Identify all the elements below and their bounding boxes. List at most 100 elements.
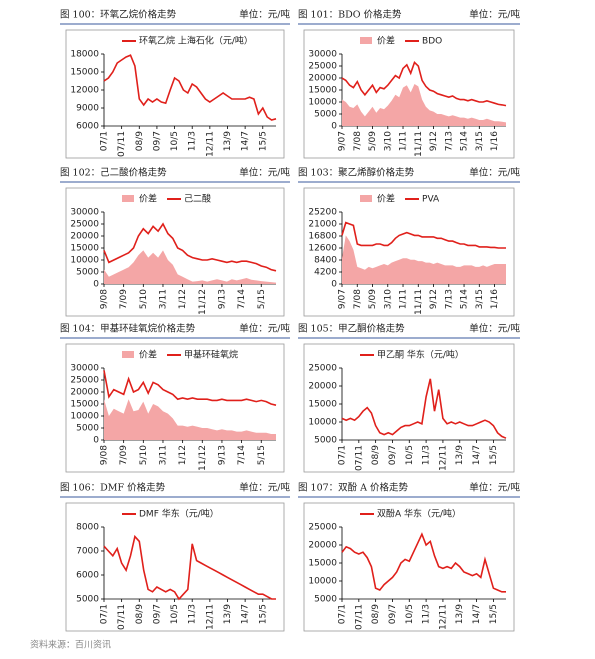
x-tick-label: 09/7 [388,604,398,624]
figure-caption: 图 100：环氧乙烷价格走势 [60,9,177,21]
x-tick-label: 9/13 [217,445,227,465]
x-tick-label: 12/11 [205,131,215,157]
x-tick-label: 11/3 [422,445,432,465]
legend-label: BDO [422,37,442,47]
source-note: 资料来源：百川资讯 [30,639,111,651]
x-tick-label: 10/5 [405,604,415,624]
legend-label: 双酚A 华东（元/吨） [377,508,461,520]
x-tick-label: 7/13 [444,131,454,151]
y-tick-label: 15000 [308,86,337,96]
y-tick-label: 7000 [76,547,99,557]
x-tick-label: 15/5 [258,604,268,624]
spread-area [104,399,276,440]
y-tick-label: 5000 [76,424,99,434]
x-tick-label: 9/08 [100,445,110,465]
x-tick-label: 09/7 [388,445,398,465]
figure-caption: 图 102：己二酸价格走势 [60,167,167,179]
x-tick-label: 13/9 [455,604,465,624]
x-tick-label: 11/12 [198,445,208,471]
x-tick-label: 9/12 [429,131,439,151]
x-tick-label: 07/1 [100,604,110,624]
legend-label: 价差 [139,193,157,205]
x-tick-label: 5/09 [368,131,378,151]
y-tick-label: 25000 [308,62,337,72]
chart-frame [303,343,515,473]
unit-label: 单位：元/吨 [239,9,290,21]
x-tick-label: 10/5 [405,445,415,465]
x-tick-label: 3/10 [383,289,393,309]
x-tick-label: 07/1 [100,131,110,151]
unit-label: 单位：元/吨 [469,9,520,21]
y-tick-label: 9000 [76,104,99,114]
y-tick-label: 8000 [76,523,99,533]
price-line [103,370,277,406]
unit-label: 单位：元/吨 [469,167,520,179]
y-tick-label: 5000 [76,595,99,605]
x-tick-label: 7/14 [237,289,247,309]
figure-caption: 图 107：双酚 A 价格走势 [298,482,409,494]
figure-caption: 图 106：DMF 价格走势 [60,482,166,494]
legend-label: 甲基环硅氧烷 [184,349,238,361]
legend-label: 价差 [377,35,395,47]
y-tick-label: 0 [93,436,99,446]
x-tick-label: 08/9 [135,131,145,151]
x-tick-label: 3/11 [158,289,168,309]
x-tick-label: 7/09 [119,445,129,465]
x-tick-label: 1/12 [178,289,188,309]
figure-caption: 图 104：甲基环硅氧烷价格走势 [60,323,196,335]
x-tick-label: 14/7 [472,604,482,624]
legend-swatch [360,195,372,202]
y-tick-label: 20000 [70,232,99,242]
y-tick-label: 10000 [70,412,99,422]
price-line [341,60,507,107]
y-tick-label: 10000 [308,418,337,428]
y-tick-label: 20000 [308,74,337,84]
x-tick-label: 07/11 [117,131,127,157]
spread-area [342,235,506,284]
x-tick-label: 5/15 [257,445,267,465]
y-tick-label: 10000 [308,577,337,587]
y-tick-label: 15000 [70,400,99,410]
y-tick-label: 30000 [70,208,99,218]
figure-caption: 图 105：甲乙酮价格走势 [298,323,405,335]
x-tick-label: 14/7 [241,604,251,624]
x-tick-label: 5/10 [139,445,149,465]
x-tick-label: 5/15 [257,289,267,309]
x-tick-label: 07/1 [338,445,348,465]
x-tick-label: 9/13 [217,289,227,309]
x-tick-label: 3/11 [158,445,168,465]
x-tick-label: 5/10 [139,289,149,309]
x-tick-label: 11/11 [414,289,424,315]
y-tick-label: 6000 [76,571,99,581]
x-tick-label: 08/9 [135,604,145,624]
x-tick-label: 07/1 [338,604,348,624]
y-tick-label: 12000 [70,86,99,96]
x-tick-label: 7/14 [237,445,247,465]
x-tick-label: 11/3 [422,604,432,624]
unit-label: 单位：元/吨 [469,482,520,494]
chart-frame [65,502,285,632]
x-tick-label: 3/15 [475,131,485,151]
y-tick-label: 16800 [308,232,337,242]
x-tick-label: 14/7 [241,131,251,151]
y-tick-label: 5000 [314,595,337,605]
x-tick-label: 11/3 [188,131,198,151]
y-tick-label: 18000 [70,50,99,60]
legend-label: 价差 [139,349,157,361]
x-tick-label: 13/9 [455,445,465,465]
legend-swatch [122,195,134,202]
x-tick-label: 1/11 [399,289,409,309]
y-tick-label: 0 [93,280,99,290]
y-tick-label: 21000 [308,220,337,230]
x-tick-label: 5/14 [460,289,470,309]
price-line [341,221,506,249]
price-line [103,54,277,121]
x-tick-label: 15/5 [489,604,499,624]
x-tick-label: 10/5 [170,604,180,624]
x-tick-label: 9/12 [429,289,439,309]
x-tick-label: 12/11 [438,604,448,630]
y-tick-label: 25000 [70,220,99,230]
y-tick-label: 5000 [314,110,337,120]
legend-label: 环氧乙烷 上海石化（元/吨） [139,35,253,47]
